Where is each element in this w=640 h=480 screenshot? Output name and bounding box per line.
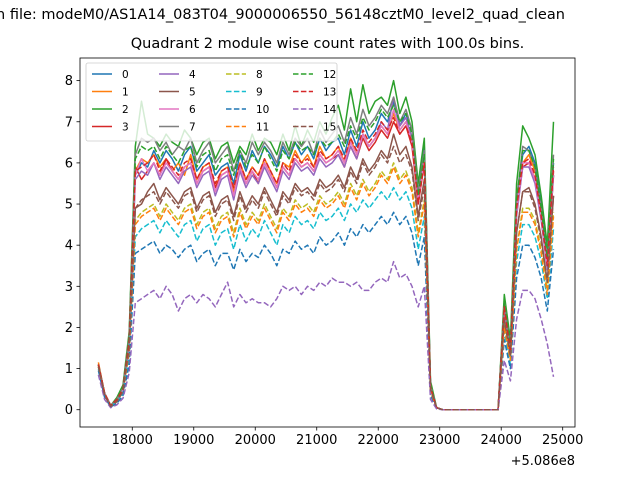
legend-label-13: 13 [323,87,336,99]
series-line-3 [97,121,555,411]
series-line-10 [97,211,555,411]
legend-box [85,62,338,142]
legend-label-11: 11 [256,122,269,134]
legend-label-0: 0 [122,69,129,81]
y-tick-label-3: 3 [65,280,73,295]
legend-label-4: 4 [189,69,196,81]
series-line-15 [97,145,555,411]
y-tick-label-1: 1 [65,362,73,377]
x-tick-label-18000: 18000 [112,433,153,448]
x-tick-label-21000: 21000 [296,433,337,448]
x-tick-label-20000: 20000 [235,433,276,448]
y-tick-label-7: 7 [65,115,73,130]
x-tick-label-25000: 25000 [542,433,583,448]
y-tick-label-4: 4 [65,239,73,254]
legend-label-15: 15 [323,122,336,134]
series-line-11 [97,166,555,411]
x-tick-label-19000: 19000 [173,433,214,448]
legend-label-1: 1 [122,87,129,99]
x-offset-text: +5.086e8 [511,454,575,469]
series-line-8 [97,162,555,411]
axes-frame [79,57,576,428]
legend-label-12: 12 [323,69,336,81]
series-line-7 [97,96,555,411]
series-line-14 [97,260,555,411]
x-tick-label-22000: 22000 [358,433,399,448]
chart-title: Quadrant 2 module wise count rates with … [130,36,525,52]
x-tick-label-24000: 24000 [481,433,522,448]
legend-label-5: 5 [189,87,196,99]
y-tick-label-5: 5 [65,198,73,213]
legend-label-14: 14 [323,104,337,116]
legend-label-10: 10 [256,104,269,116]
figure-suptitle: in file: modeM0/AS1A14_083T04_9000006550… [0,3,640,29]
series-line-6 [97,108,555,411]
legend-label-8: 8 [256,69,263,81]
x-tick-label-23000: 23000 [419,433,460,448]
y-tick-label-6: 6 [65,156,73,171]
legend-label-6: 6 [189,104,196,116]
legend-label-9: 9 [256,87,263,99]
series-line-9 [97,186,555,411]
suptitle-text: in file: modeM0/AS1A14_083T04_9000006550… [0,7,565,23]
y-tick-label-0: 0 [65,403,73,418]
legend-label-3: 3 [122,122,129,134]
series-group [97,79,555,411]
series-line-5 [97,133,555,411]
y-tick-label-8: 8 [65,74,73,89]
legend-label-7: 7 [189,122,196,134]
y-tick-label-2: 2 [65,321,73,336]
legend-label-2: 2 [122,104,129,116]
